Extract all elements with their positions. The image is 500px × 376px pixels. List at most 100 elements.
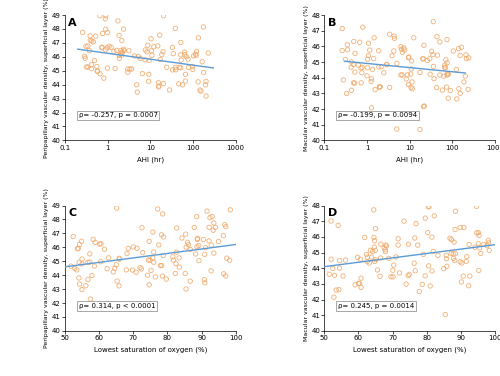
Point	[144, 272, 152, 278]
Point	[370, 238, 378, 244]
Point	[483, 243, 491, 249]
Point	[356, 280, 364, 287]
Point	[414, 242, 422, 248]
Point	[158, 52, 166, 58]
Point	[193, 244, 201, 250]
Point	[102, 13, 110, 19]
Point	[421, 215, 429, 221]
Point	[175, 255, 183, 261]
Point	[485, 247, 493, 253]
Point	[74, 246, 82, 252]
Point	[182, 231, 190, 237]
Point	[176, 64, 184, 70]
Point	[364, 254, 372, 260]
Point	[394, 236, 402, 242]
Point	[377, 241, 385, 247]
Point	[382, 242, 390, 248]
Point	[344, 42, 351, 48]
Point	[172, 67, 179, 73]
Point	[372, 257, 380, 263]
Point	[444, 95, 452, 101]
Point	[446, 88, 454, 94]
Point	[205, 224, 213, 230]
Point	[452, 67, 460, 73]
Point	[226, 207, 234, 213]
Point	[154, 206, 162, 212]
Point	[158, 232, 166, 238]
Point	[202, 79, 210, 85]
Point	[440, 266, 448, 272]
Point	[367, 79, 375, 85]
Point	[484, 240, 492, 246]
Point	[397, 72, 405, 78]
Point	[128, 66, 136, 72]
Point	[76, 281, 84, 287]
Point	[159, 49, 167, 55]
Point	[148, 48, 156, 54]
Point	[371, 86, 379, 92]
Point	[163, 64, 171, 70]
Point	[75, 259, 83, 265]
Point	[177, 57, 185, 63]
Point	[155, 242, 163, 248]
Point	[451, 226, 459, 232]
Point	[142, 47, 150, 53]
Point	[150, 44, 158, 50]
Point	[436, 72, 444, 78]
Point	[156, 32, 164, 38]
Point	[420, 251, 428, 257]
Point	[400, 218, 408, 224]
Point	[443, 263, 451, 269]
Point	[116, 255, 124, 261]
Point	[118, 38, 126, 44]
Point	[220, 221, 228, 227]
Point	[86, 259, 94, 265]
Point	[336, 265, 344, 271]
Point	[132, 82, 140, 88]
Point	[386, 31, 394, 37]
Y-axis label: Macular vascular density, superficial layer (%): Macular vascular density, superficial la…	[304, 5, 308, 151]
Point	[80, 53, 88, 59]
Point	[150, 249, 158, 255]
Point	[101, 16, 109, 22]
Point	[71, 265, 79, 271]
Point	[374, 267, 382, 273]
Point	[475, 267, 483, 273]
Point	[386, 85, 394, 91]
Point	[357, 284, 365, 290]
Point	[342, 91, 350, 97]
Point	[128, 267, 136, 273]
Point	[426, 71, 434, 77]
Point	[450, 255, 458, 261]
Point	[192, 49, 200, 55]
Point	[69, 233, 77, 240]
Point	[456, 52, 464, 58]
Point	[444, 71, 452, 77]
Point	[380, 70, 388, 76]
Point	[88, 273, 96, 279]
Point	[424, 204, 432, 210]
Point	[372, 247, 380, 253]
Point	[405, 271, 413, 277]
Point	[462, 56, 470, 62]
Point	[393, 61, 401, 67]
Point	[207, 268, 215, 274]
Point	[86, 37, 94, 43]
Point	[327, 256, 335, 262]
Point	[201, 280, 209, 286]
Point	[141, 57, 149, 63]
Point	[182, 286, 190, 292]
Point	[392, 254, 400, 260]
Point	[112, 262, 120, 268]
Point	[381, 247, 389, 253]
Text: B: B	[328, 18, 336, 27]
Point	[136, 264, 144, 270]
Point	[364, 53, 372, 59]
Point	[420, 104, 428, 110]
Point	[364, 40, 372, 46]
Text: ρ= 0.314, p < 0.0001: ρ= 0.314, p < 0.0001	[78, 303, 156, 309]
Point	[158, 262, 166, 268]
Point	[192, 214, 200, 220]
Point	[198, 59, 206, 65]
Point	[120, 46, 128, 52]
